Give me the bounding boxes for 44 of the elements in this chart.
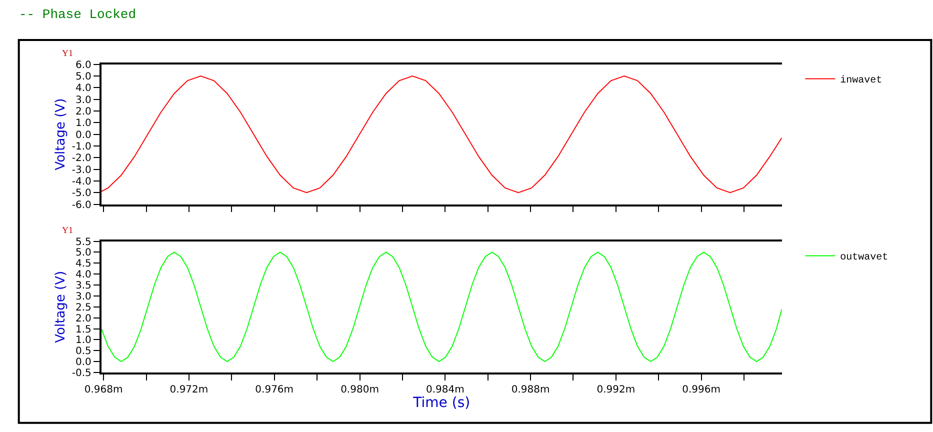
x-tick-label: 0.996m xyxy=(682,384,721,396)
y-tick-label: 3.5 xyxy=(76,280,92,292)
legend-label: inwavet xyxy=(840,74,882,87)
y-axis-title: Voltage (V) xyxy=(53,270,68,343)
y-tick-label: -3.0 xyxy=(72,164,92,176)
y-tick-label: 0.0 xyxy=(76,357,92,368)
y-tick-label: -1.0 xyxy=(72,141,92,152)
y-tick-label: 6.0 xyxy=(76,60,92,71)
y-tick-label: 2.0 xyxy=(76,106,92,118)
y-tick-label: 0.5 xyxy=(76,346,92,358)
line-series xyxy=(101,75,782,194)
line-series xyxy=(101,252,782,362)
x-tick-label: 0.976m xyxy=(255,384,294,396)
x-tick-label: 0.980m xyxy=(340,384,379,396)
y-tick-label: 3.0 xyxy=(76,94,92,106)
x-tick-label: 0.972m xyxy=(170,384,208,396)
x-tick-label: 0.984m xyxy=(426,384,464,396)
y-tick-label: -6.0 xyxy=(72,200,92,211)
y-tick-label: 1.5 xyxy=(76,324,92,336)
y-tick-label: 1.0 xyxy=(76,118,92,130)
x-tick-label: 0.988m xyxy=(511,384,550,396)
legend-label: outwavet xyxy=(840,252,888,264)
y-tick-label: 2.5 xyxy=(76,302,92,314)
y-tick-label: 1.0 xyxy=(76,335,92,346)
x-tick-label: 0.992m xyxy=(596,384,636,396)
text: Y1 xyxy=(62,225,73,235)
y-tick-label: 4.0 xyxy=(76,83,92,94)
y-tick-label: 5.5 xyxy=(76,236,92,248)
y-tick-label: -2.0 xyxy=(72,153,92,164)
y-tick-label: 2.0 xyxy=(76,313,92,324)
y-tick-label: 0.0 xyxy=(76,130,92,141)
x-axis-title: Time (s) xyxy=(412,395,470,412)
y-tick-label: 3.0 xyxy=(76,291,92,302)
x-tick-label: 0.968m xyxy=(84,384,123,396)
y-axis-title: Voltage (V) xyxy=(53,98,68,170)
text: Y1 xyxy=(62,48,73,58)
y-tick-label: -4.0 xyxy=(72,176,92,188)
chart-title: -- Phase Locked xyxy=(19,7,136,22)
y-tick-label: 5.0 xyxy=(76,248,92,259)
y-tick-label: 4.0 xyxy=(76,270,92,281)
y-tick-label: -5.0 xyxy=(72,188,92,200)
y-tick-label: 5.0 xyxy=(76,71,92,82)
y-tick-label: -0.5 xyxy=(72,368,92,379)
y-tick-label: 4.5 xyxy=(76,258,92,270)
